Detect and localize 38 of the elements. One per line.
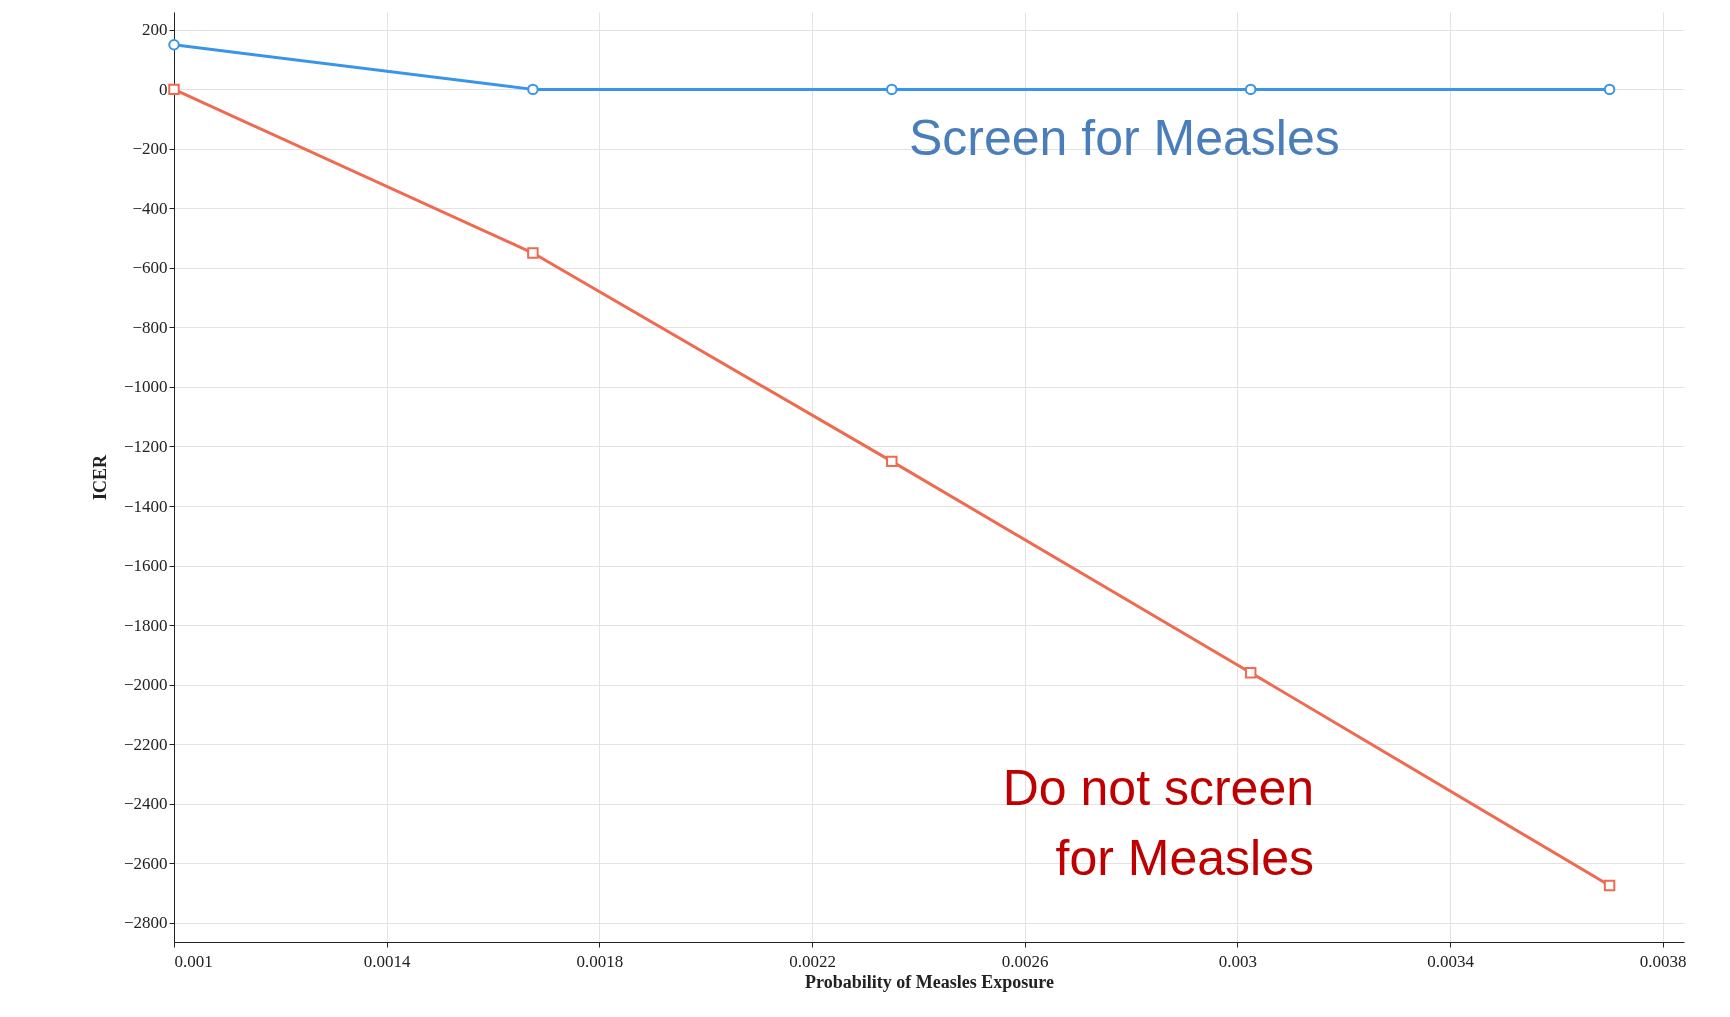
x-tick-label: 0.0022 <box>789 951 836 971</box>
y-tick-label: −2400 <box>123 794 168 814</box>
x-tick-label: 0.0026 <box>1001 951 1049 971</box>
x-tick-label: 0.0034 <box>1427 951 1475 971</box>
point <box>168 39 180 51</box>
y-tick-label: −600 <box>132 258 168 278</box>
y-tick-label: 0 <box>159 79 168 99</box>
x-axis-title: Probability of Measles Exposure <box>805 971 1054 992</box>
point <box>1603 879 1616 892</box>
y-tick-label: −2000 <box>123 675 168 695</box>
y-axis-title: ICER <box>89 454 110 501</box>
y-tick-label: −800 <box>132 317 168 337</box>
x-tick-label: 0.003 <box>1218 951 1258 971</box>
y-tick-label: −2200 <box>123 734 168 754</box>
series-label: Screen for Measles <box>909 110 1340 166</box>
point <box>1244 83 1257 96</box>
y-tick-label: −1200 <box>123 437 168 456</box>
point <box>527 247 539 259</box>
point <box>527 83 539 96</box>
point <box>1603 83 1616 96</box>
x-tick-label: 0.0018 <box>576 951 624 971</box>
y-tick-label: −1800 <box>123 615 168 635</box>
y-tick-label: 200 <box>142 20 168 40</box>
y-tick-label: −1600 <box>123 556 168 576</box>
y-tick-label: −1000 <box>123 377 168 397</box>
point <box>168 83 180 96</box>
y-tick-label: −400 <box>132 198 168 218</box>
point <box>886 83 898 96</box>
point <box>1244 666 1257 679</box>
x-tick-label: 0.001 <box>174 951 213 971</box>
y-tick-label: −2800 <box>123 913 168 933</box>
point <box>886 455 898 468</box>
y-tick-label: −200 <box>132 139 168 159</box>
x-tick-label: 0.0014 <box>363 951 412 971</box>
y-tick-label: −2600 <box>123 853 168 873</box>
series-label: Do not screen for Measles <box>1002 760 1314 886</box>
y-tick-label: −1400 <box>123 496 168 516</box>
x-tick-label: 0.0038 <box>1639 951 1687 971</box>
